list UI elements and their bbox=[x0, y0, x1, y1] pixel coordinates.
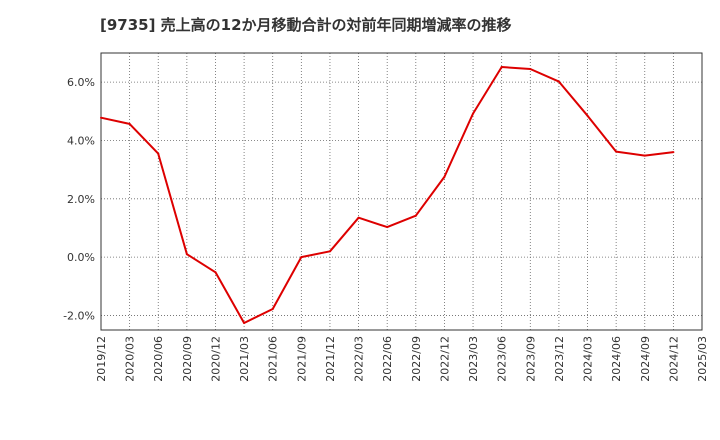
data-point bbox=[185, 253, 188, 256]
data-point bbox=[271, 308, 274, 311]
y-tick-label: 6.0% bbox=[67, 76, 95, 89]
y-axis: -2.0% 0.0% 2.0% 4.0% 6.0% bbox=[63, 76, 95, 322]
plot-area bbox=[100, 52, 703, 331]
data-point bbox=[500, 65, 503, 68]
data-point bbox=[243, 322, 246, 325]
y-tick-label: 4.0% bbox=[67, 134, 95, 147]
x-axis: 2019/12 2020/03 2020/06 2020/09 2020/12 2021/… bbox=[95, 336, 709, 382]
x-tick-label: 2020/09 bbox=[181, 336, 194, 382]
x-tick-label: 2020/12 bbox=[209, 336, 222, 382]
data-point bbox=[472, 112, 475, 115]
data-point bbox=[586, 114, 589, 117]
x-tick-label: 2021/12 bbox=[324, 336, 337, 382]
x-tick-label: 2022/12 bbox=[438, 336, 451, 382]
x-tick-label: 2023/03 bbox=[467, 336, 480, 382]
x-tick-label: 2023/09 bbox=[524, 336, 537, 382]
data-point bbox=[615, 150, 618, 153]
x-tick-label: 2022/03 bbox=[353, 336, 366, 382]
data-point bbox=[157, 152, 160, 155]
data-point bbox=[300, 256, 303, 259]
x-tick-label: 2023/06 bbox=[496, 336, 509, 382]
x-tick-label: 2024/12 bbox=[667, 336, 680, 382]
y-tick-label: 2.0% bbox=[67, 193, 95, 206]
data-point bbox=[529, 68, 532, 71]
data-point bbox=[214, 271, 217, 274]
x-tick-label: 2024/06 bbox=[610, 336, 623, 382]
grid-lines bbox=[101, 53, 702, 330]
data-point bbox=[672, 151, 675, 154]
data-point bbox=[643, 154, 646, 157]
x-tick-label: 2024/09 bbox=[639, 336, 652, 382]
data-point bbox=[100, 116, 102, 119]
y-tick-label: -2.0% bbox=[63, 309, 95, 322]
x-tick-label: 2021/09 bbox=[295, 336, 308, 382]
data-point bbox=[414, 214, 417, 217]
data-point bbox=[328, 250, 331, 253]
data-point bbox=[386, 226, 389, 229]
x-tick-label: 2022/09 bbox=[410, 336, 423, 382]
data-point bbox=[357, 216, 360, 219]
x-tick-label: 2019/12 bbox=[95, 336, 108, 382]
data-point bbox=[557, 80, 560, 83]
series bbox=[100, 65, 675, 325]
x-tick-label: 2022/06 bbox=[381, 336, 394, 382]
x-tick-label: 2025/03 bbox=[696, 336, 709, 382]
x-tick-label: 2024/03 bbox=[582, 336, 595, 382]
data-point bbox=[128, 122, 131, 125]
x-tick-label: 2021/06 bbox=[267, 336, 280, 382]
x-tick-label: 2023/12 bbox=[553, 336, 566, 382]
x-tick-label: 2020/06 bbox=[152, 336, 165, 382]
data-point bbox=[443, 175, 446, 178]
x-tick-label: 2020/03 bbox=[124, 336, 137, 382]
chart-title: [9735] 売上高の12か月移動合計の対前年同期増減率の推移 bbox=[100, 16, 512, 34]
x-tick-label: 2021/03 bbox=[238, 336, 251, 382]
y-tick-label: 0.0% bbox=[67, 251, 95, 264]
